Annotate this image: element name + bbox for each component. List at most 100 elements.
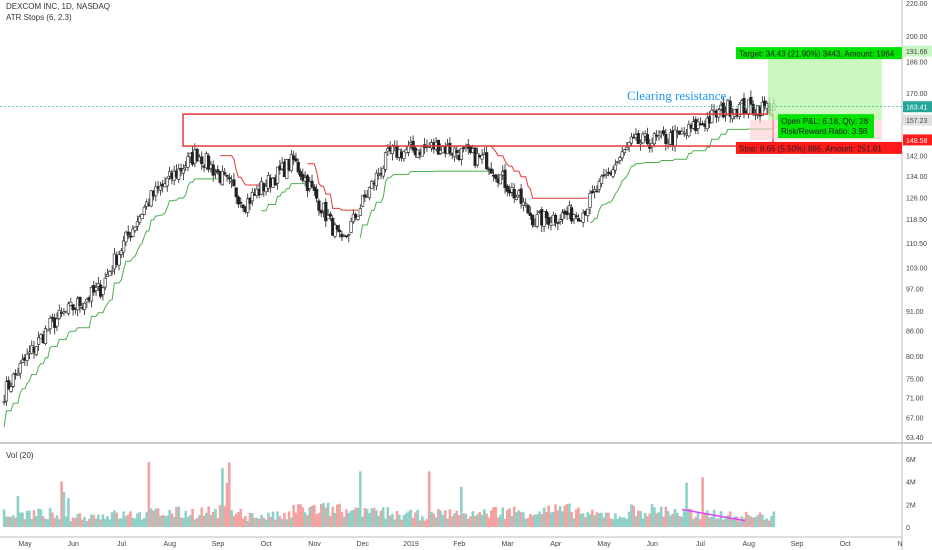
candle-body [485, 152, 489, 170]
candle-body [225, 175, 229, 177]
candle-body [629, 136, 633, 144]
time-axis-label: Jul [117, 541, 126, 548]
volume-bar [616, 518, 619, 527]
volume-bar [761, 514, 764, 527]
volume-bar [570, 511, 573, 527]
volume-bar [510, 515, 514, 527]
volume-legend[interactable]: Vol (20) [6, 451, 34, 460]
volume-bar [225, 482, 229, 527]
long-position-tool[interactable]: Target: 34.43 (21.90%) 3443, Amount: 196… [0, 47, 902, 154]
volume-bar [446, 518, 449, 527]
volume-bar [163, 515, 167, 527]
candle-body [618, 157, 622, 161]
volume-bar [246, 520, 249, 527]
price-axis[interactable]: 220.00 200.00 191.66 186.00 170.00 163.41 157.… [903, 1, 932, 442]
time-axis[interactable]: May Jun Jul Aug Sep Oct Nov Dec 2019 Feb Mar Apr May… [18, 541, 902, 548]
volume-bar [538, 511, 541, 527]
volume-bar [666, 511, 670, 527]
volume-bar [593, 515, 596, 527]
volume-bar [455, 510, 459, 527]
volume-bar [439, 510, 442, 527]
volume-bar [584, 517, 587, 527]
volume-bar [715, 518, 718, 527]
price-axis-label: 71.00 [906, 396, 924, 403]
volume-bar [329, 516, 332, 527]
volume-bar [623, 517, 626, 527]
volume-bar [609, 518, 613, 527]
candle-body [625, 146, 629, 151]
volume-bar [508, 508, 511, 527]
volume-bar [48, 508, 52, 527]
pnl-label: Open P&L: 6.18, Qty: 28 [781, 117, 869, 126]
candle-body [586, 208, 590, 217]
volume-bar [250, 513, 254, 527]
volume-bar [611, 519, 615, 527]
volume-bar [354, 507, 357, 527]
volume-bar [503, 519, 507, 527]
atr-indicator-legend[interactable]: ATR Stops (6, 2.3) [6, 13, 72, 22]
volume-bar [313, 504, 316, 527]
price-tag-bg [903, 101, 932, 113]
volume-bar [443, 510, 447, 527]
candle-body [360, 195, 365, 207]
volume-bar [421, 516, 424, 527]
volume-bar [317, 512, 321, 527]
candle-body [367, 187, 372, 199]
volume-bar [324, 507, 328, 527]
candle-body [526, 204, 530, 214]
volume-bar [496, 517, 500, 527]
volume-bar [237, 512, 240, 527]
volume-bar [28, 510, 31, 527]
volume-bar [398, 514, 401, 527]
symbol-title[interactable]: DEXCOM INC, 1D, NASDAQ [6, 2, 111, 11]
volume-bar [182, 517, 185, 527]
price-axis-label: 91.00 [906, 309, 924, 316]
volume-bar [620, 517, 624, 527]
volume-bar [200, 507, 204, 527]
candle-body [207, 155, 211, 170]
volume-bar [264, 519, 268, 527]
price-tag-bg [903, 114, 932, 126]
candle-body [721, 102, 725, 118]
volume-bar [117, 518, 121, 527]
volume-bar [16, 495, 20, 527]
atr-stop-segment [3, 178, 218, 427]
candle-body [289, 154, 293, 171]
volume-bar [501, 507, 505, 527]
candle-body [448, 142, 452, 154]
volume-bar [356, 507, 360, 527]
volume-bar [51, 512, 54, 527]
candle-body [223, 172, 227, 175]
candle-body [349, 221, 353, 233]
candle-body [165, 177, 169, 187]
volume-bar [733, 516, 737, 527]
candle-body [319, 209, 323, 214]
price-axis-label: 118.50 [906, 217, 927, 224]
candle-body [558, 219, 562, 222]
candle-body [553, 214, 558, 223]
volume-bar [126, 514, 130, 527]
candle-body [595, 190, 599, 193]
price-axis-label: 110.50 [906, 241, 927, 248]
volume-bar [744, 511, 748, 527]
volume-bar [738, 521, 741, 527]
volume-bar [188, 515, 192, 527]
volume-bar [639, 510, 642, 527]
volume-bar [448, 509, 452, 527]
volume-bar [191, 508, 194, 527]
candle-body [347, 234, 351, 236]
volume-bar [283, 512, 286, 527]
candle-body [381, 167, 385, 177]
time-axis-label: Sep [791, 541, 804, 548]
volume-bar [299, 504, 302, 527]
volume-bar [473, 516, 477, 527]
volume-bar [699, 519, 702, 527]
target-label: Target: 34.43 (21.90%) 3443, Amount: 196… [739, 50, 895, 59]
time-axis-label: Jun [647, 541, 658, 548]
candle-body [570, 207, 574, 222]
volume-bar [708, 517, 711, 527]
atr-stop-segment [359, 170, 489, 238]
volume-bar [719, 511, 723, 527]
volume-bar [113, 510, 116, 527]
